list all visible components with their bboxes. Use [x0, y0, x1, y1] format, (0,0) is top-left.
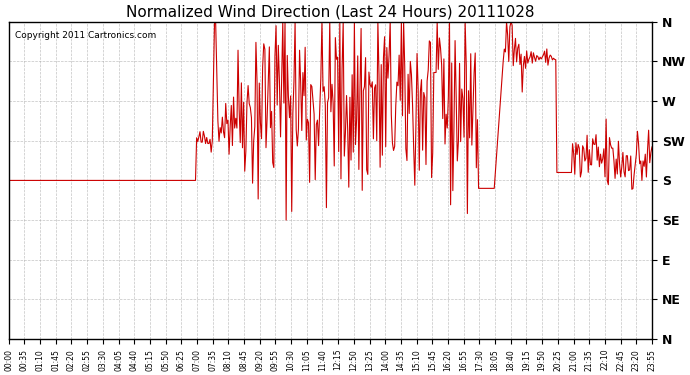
Text: Copyright 2011 Cartronics.com: Copyright 2011 Cartronics.com: [15, 31, 157, 40]
Title: Normalized Wind Direction (Last 24 Hours) 20111028: Normalized Wind Direction (Last 24 Hours…: [126, 4, 535, 19]
